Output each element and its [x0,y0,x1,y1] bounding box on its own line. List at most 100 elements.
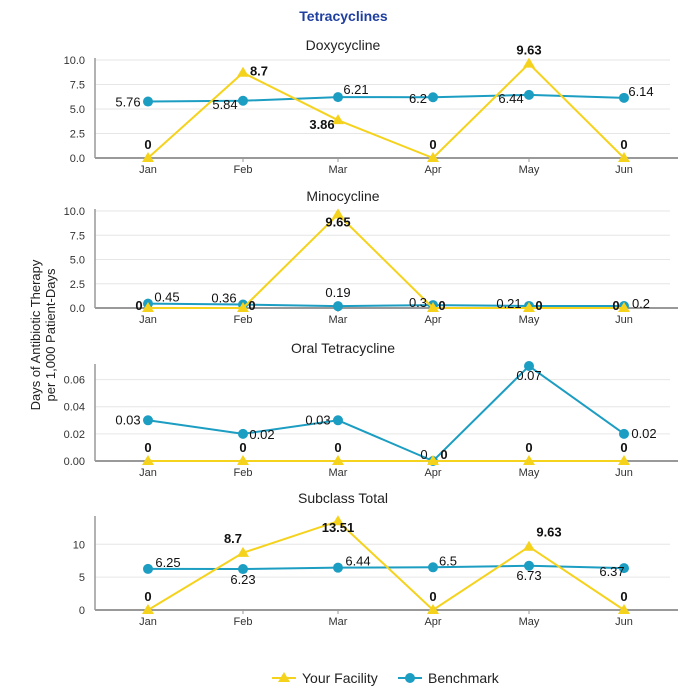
facility-point [427,455,439,465]
benchmark-data-label: 0.07 [516,368,541,383]
facility-point [332,515,344,526]
facility-point [237,455,249,465]
benchmark-point [333,415,343,426]
x-tick-label: Apr [424,616,441,628]
facility-data-label: 0 [612,298,619,313]
benchmark-data-label: 0 [420,447,427,462]
benchmark-point [238,564,248,575]
facility-data-label: 3.86 [309,117,334,132]
subplot-title: Subclass Total [298,490,388,506]
benchmark-point [524,361,534,371]
facility-data-label: 0 [144,440,151,455]
y-tick-label: 0.02 [64,429,85,441]
legend-item-benchmark[interactable]: Benchmark [428,670,499,686]
facility-point [237,302,249,312]
y-tick-label: 0.06 [64,375,85,387]
y-tick-label: 0.0 [70,153,85,165]
x-tick-label: Mar [329,467,348,479]
y-tick-label: 10.0 [64,206,85,218]
y-tick-label: 7.5 [70,230,85,242]
benchmark-point [143,96,153,107]
benchmark-data-label: 0.19 [325,285,350,300]
benchmark-point [524,89,534,100]
x-tick-label: Jun [615,467,633,479]
y-tick-label: 2.5 [70,279,85,291]
facility-line [147,62,625,160]
x-tick-label: Feb [234,164,253,176]
x-tick-label: Jan [139,616,157,628]
benchmark-data-label: 6.44 [345,554,370,569]
subplot-title: Oral Tetracycline [291,340,395,356]
facility-data-label: 0 [525,440,532,455]
benchmark-data-label: 0.02 [631,426,656,441]
facility-data-label: 0 [248,298,255,313]
facility-data-label: 0 [429,589,436,604]
x-tick-label: Jan [139,314,157,326]
y-tick-label: 10.0 [64,55,85,67]
facility-data-label: 0 [334,440,341,455]
x-tick-label: May [519,164,540,176]
benchmark-data-label: 6.14 [628,84,653,99]
benchmark-point [238,95,248,106]
facility-point [142,604,154,614]
y-tick-label: 7.5 [70,80,85,92]
facility-data-label: 0 [135,298,142,313]
facility-data-label: 9.63 [516,43,541,58]
facility-data-label: 0 [429,137,436,152]
x-tick-label: Mar [329,314,348,326]
facility-data-label: 13.51 [322,520,355,535]
y-tick-label: 2.5 [70,129,85,141]
facility-point [332,208,344,219]
facility-point [427,302,439,312]
facility-point [237,66,249,77]
x-tick-label: Jan [139,467,157,479]
benchmark-data-label: 0.03 [305,412,330,427]
subplot-title: Minocycline [306,188,379,204]
legend-benchmark-symbol [398,673,422,683]
x-tick-label: Apr [424,467,441,479]
facility-point [618,604,630,614]
benchmark-data-label: 5.84 [212,97,237,112]
facility-point [142,302,154,312]
benchmark-data-label: 6.21 [343,82,368,97]
facility-data-label: 8.7 [250,64,268,79]
benchmark-data-label: 5.76 [115,95,140,110]
benchmark-line [147,302,625,308]
x-tick-label: Mar [329,616,348,628]
benchmark-data-label: 0.03 [115,412,140,427]
x-tick-label: Jan [139,164,157,176]
benchmark-data-label: 6.2 [409,91,427,106]
benchmark-line [147,93,625,103]
x-tick-label: Apr [424,164,441,176]
facility-data-label: 0 [620,137,627,152]
y-tick-label: 5 [79,572,85,584]
benchmark-point [143,563,153,574]
legend-facility-symbol [272,672,296,682]
y-tick-label: 0.00 [64,456,85,468]
y-tick-label: 5.0 [70,104,85,116]
y-axis-label-line2: per 1,000 Patient-Days [43,268,58,402]
facility-data-label: 0 [620,440,627,455]
facility-point [142,152,154,162]
x-tick-label: Jun [615,616,633,628]
benchmark-data-label: 0.45 [154,290,179,305]
benchmark-point [524,560,534,571]
facility-data-label: 0 [620,589,627,604]
x-tick-label: Apr [424,314,441,326]
benchmark-point [333,301,343,312]
benchmark-point [428,92,438,103]
facility-point [618,455,630,465]
benchmark-data-label: 0.21 [496,296,521,311]
y-axis-label-line1: Days of Antibiotic Therapy [28,259,43,411]
benchmark-point [428,562,438,573]
facility-data-label: 0 [144,589,151,604]
legend-item-your-facility[interactable]: Your Facility [302,670,378,686]
x-tick-label: Mar [329,164,348,176]
x-tick-label: Feb [234,616,253,628]
x-tick-label: Jun [615,314,633,326]
facility-data-label: 0 [144,137,151,152]
benchmark-data-label: 0.3 [409,295,427,310]
x-tick-label: Feb [234,467,253,479]
facility-point [332,455,344,465]
